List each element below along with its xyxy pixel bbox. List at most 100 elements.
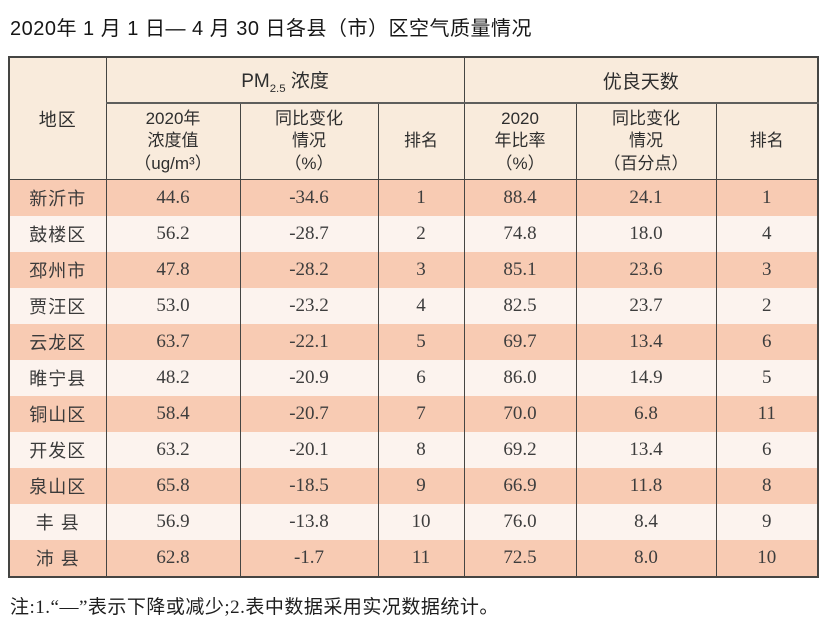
table-row: 沛 县 62.8 -1.7 11 72.5 8.0 10 — [8, 540, 819, 577]
group-header-row: 地区 PM2.5 浓度 优良天数 — [8, 56, 819, 180]
value-cell: 8 — [377, 432, 465, 468]
table-row: 新沂市 44.6 -34.6 1 88.4 24.1 1 — [8, 179, 819, 216]
col-group-pm25: PM2.5 浓度 — [105, 56, 465, 104]
value-cell: 5 — [715, 360, 819, 396]
value-cell: 8.0 — [575, 540, 717, 577]
value-cell: 8.4 — [575, 504, 717, 540]
value-cell: 18.0 — [575, 216, 717, 252]
table-header: 地区 PM2.5 浓度 优良天数 2020年 浓度值 （ug/m³） 同比变化 … — [8, 56, 819, 180]
value-cell: 6.8 — [575, 396, 717, 432]
value-cell: 6 — [715, 324, 819, 360]
value-cell: 74.8 — [463, 216, 577, 252]
page-title: 2020年 1 月 1 日— 4 月 30 日各县（市）区空气质量情况 — [10, 18, 533, 40]
value-cell: 82.5 — [463, 288, 577, 324]
value-cell: -28.7 — [239, 216, 379, 252]
value-cell: 13.4 — [575, 432, 717, 468]
value-cell: 10 — [377, 504, 465, 540]
region-cell: 泉山区 — [8, 468, 107, 504]
value-cell: 13.4 — [575, 324, 717, 360]
region-cell: 鼓楼区 — [8, 216, 107, 252]
value-cell: 9 — [715, 504, 819, 540]
value-cell: 56.2 — [105, 216, 241, 252]
table-row: 铜山区 58.4 -20.7 7 70.0 6.8 11 — [8, 396, 819, 432]
table-row: 睢宁县 48.2 -20.9 6 86.0 14.9 5 — [8, 360, 819, 396]
table-row: 开发区 63.2 -20.1 8 69.2 13.4 6 — [8, 432, 819, 468]
value-cell: 11 — [377, 540, 465, 577]
value-cell: 4 — [377, 288, 465, 324]
value-cell: -23.2 — [239, 288, 379, 324]
value-cell: 6 — [377, 360, 465, 396]
value-cell: 11 — [715, 396, 819, 432]
value-cell: 11.8 — [575, 468, 717, 504]
col-header-pm25-yoy-change: 同比变化 情况 （%） — [239, 102, 379, 180]
value-cell: 70.0 — [463, 396, 577, 432]
value-cell: 44.6 — [105, 179, 241, 216]
value-cell: 2 — [715, 288, 819, 324]
region-cell: 贾汪区 — [8, 288, 107, 324]
region-cell: 铜山区 — [8, 396, 107, 432]
value-cell: 86.0 — [463, 360, 577, 396]
value-cell: 8 — [715, 468, 819, 504]
value-cell: 62.8 — [105, 540, 241, 577]
value-cell: -1.7 — [239, 540, 379, 577]
value-cell: 9 — [377, 468, 465, 504]
col-header-region: 地区 — [8, 56, 107, 180]
value-cell: -18.5 — [239, 468, 379, 504]
value-cell: 76.0 — [463, 504, 577, 540]
table-row: 泉山区 65.8 -18.5 9 66.9 11.8 8 — [8, 468, 819, 504]
value-cell: 88.4 — [463, 179, 577, 216]
region-cell: 沛 县 — [8, 540, 107, 577]
table-body: 新沂市 44.6 -34.6 1 88.4 24.1 1 鼓楼区 56.2 -28.7 2 74.8 1… — [8, 179, 819, 577]
value-cell: -13.8 — [239, 504, 379, 540]
value-cell: 23.7 — [575, 288, 717, 324]
col-header-pm25-rank: 排名 — [377, 102, 465, 180]
value-cell: 24.1 — [575, 179, 717, 216]
value-cell: 66.9 — [463, 468, 577, 504]
value-cell: -28.2 — [239, 252, 379, 288]
value-cell: 65.8 — [105, 468, 241, 504]
table-row: 贾汪区 53.0 -23.2 4 82.5 23.7 2 — [8, 288, 819, 324]
region-cell: 开发区 — [8, 432, 107, 468]
value-cell: 63.7 — [105, 324, 241, 360]
value-cell: 1 — [715, 179, 819, 216]
value-cell: 3 — [715, 252, 819, 288]
region-cell: 睢宁县 — [8, 360, 107, 396]
value-cell: 5 — [377, 324, 465, 360]
value-cell: 56.9 — [105, 504, 241, 540]
region-cell: 丰 县 — [8, 504, 107, 540]
value-cell: 7 — [377, 396, 465, 432]
value-cell: 4 — [715, 216, 819, 252]
col-group-good-days: 优良天数 — [463, 56, 819, 104]
value-cell: 10 — [715, 540, 819, 577]
sub-header-row: 2020年 浓度值 （ug/m³） 同比变化 情况 （%） 排名 2020 年比… — [9, 102, 819, 180]
value-cell: 6 — [715, 432, 819, 468]
table-row: 丰 县 56.9 -13.8 10 76.0 8.4 9 — [8, 504, 819, 540]
value-cell: 23.6 — [575, 252, 717, 288]
value-cell: -22.1 — [239, 324, 379, 360]
air-quality-table: 地区 PM2.5 浓度 优良天数 2020年 浓度值 （ug/m³） 同比变化 … — [8, 56, 820, 578]
table-row: 邳州市 47.8 -28.2 3 85.1 23.6 3 — [8, 252, 819, 288]
col-header-pm25-2020-value: 2020年 浓度值 （ug/m³） — [105, 102, 241, 180]
col-header-gooddays-yoy-change: 同比变化 情况 （百分点） — [575, 102, 717, 180]
pm25-prefix: PM — [241, 70, 270, 92]
value-cell: 72.5 — [463, 540, 577, 577]
value-cell: -34.6 — [239, 179, 379, 216]
region-cell: 邳州市 — [8, 252, 107, 288]
value-cell: 63.2 — [105, 432, 241, 468]
value-cell: 69.2 — [463, 432, 577, 468]
value-cell: 58.4 — [105, 396, 241, 432]
col-header-gooddays-rank: 排名 — [715, 102, 819, 180]
value-cell: 85.1 — [463, 252, 577, 288]
pm25-label: PM2.5 浓度 — [241, 70, 329, 95]
value-cell: -20.1 — [239, 432, 379, 468]
pm25-suffix: 浓度 — [285, 70, 329, 92]
value-cell: 69.7 — [463, 324, 577, 360]
value-cell: -20.7 — [239, 396, 379, 432]
value-cell: 53.0 — [105, 288, 241, 324]
value-cell: 1 — [377, 179, 465, 216]
region-cell: 新沂市 — [8, 179, 107, 216]
footnote: 注:1.“—”表示下降或减少;2.表中数据采用实况数据统计。 — [10, 597, 499, 618]
table-row: 鼓楼区 56.2 -28.7 2 74.8 18.0 4 — [8, 216, 819, 252]
col-header-gooddays-2020-rate: 2020 年比率 （%） — [463, 102, 577, 180]
